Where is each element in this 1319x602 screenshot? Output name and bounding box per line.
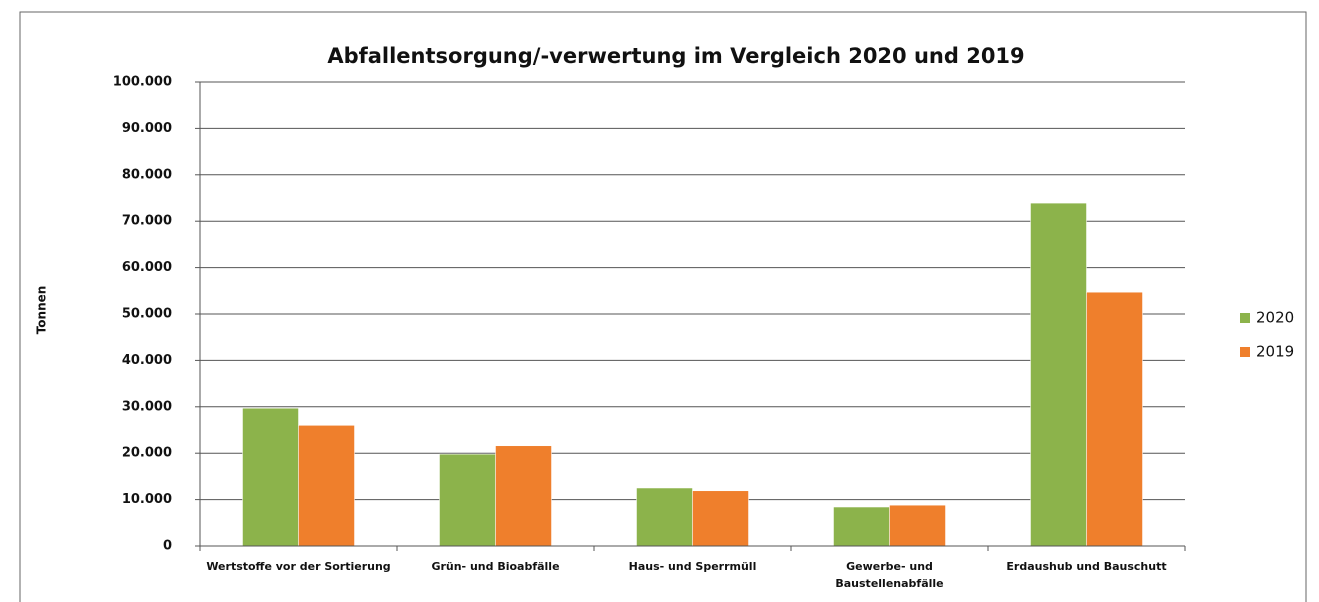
x-tick-label: Erdaushub und Bauschutt xyxy=(1006,560,1167,573)
legend-swatch xyxy=(1240,313,1250,323)
legend-label: 2019 xyxy=(1256,343,1294,361)
y-tick-label: 30.000 xyxy=(122,399,172,414)
legend-label: 2020 xyxy=(1256,309,1294,327)
y-tick-label: 50.000 xyxy=(122,307,172,322)
y-tick-label: 90.000 xyxy=(122,121,172,136)
chart-frame xyxy=(19,11,1307,602)
bar xyxy=(495,445,552,547)
y-tick-label: 20.000 xyxy=(122,446,172,461)
x-tick-label: Haus- und Sperrmüll xyxy=(628,560,757,573)
bar xyxy=(833,506,890,547)
bar xyxy=(1030,202,1087,547)
bar xyxy=(692,490,749,547)
legend-swatch xyxy=(1240,347,1250,357)
x-tick-label: Gewerbe- und Baustellenabfälle xyxy=(835,560,944,590)
y-tick-label: 40.000 xyxy=(122,353,172,368)
bar xyxy=(439,453,496,547)
y-tick-label: 60.000 xyxy=(122,260,172,275)
y-tick-label: 80.000 xyxy=(122,167,172,182)
y-tick-label: 70.000 xyxy=(122,214,172,229)
bar xyxy=(298,425,355,547)
bar xyxy=(242,407,299,547)
y-tick-label: 100.000 xyxy=(113,75,172,90)
bar xyxy=(636,487,693,547)
bar xyxy=(889,504,946,547)
x-tick-label: Grün- und Bioabfälle xyxy=(431,560,560,573)
y-tick-label: 0 xyxy=(163,539,172,554)
bar xyxy=(1086,291,1143,547)
x-tick-label: Wertstoffe vor der Sortierung xyxy=(206,560,391,573)
y-axis-label: Tonnen xyxy=(35,286,49,335)
y-tick-label: 10.000 xyxy=(122,492,172,507)
chart-title: Abfallentsorgung/-verwertung im Vergleic… xyxy=(327,44,1024,68)
